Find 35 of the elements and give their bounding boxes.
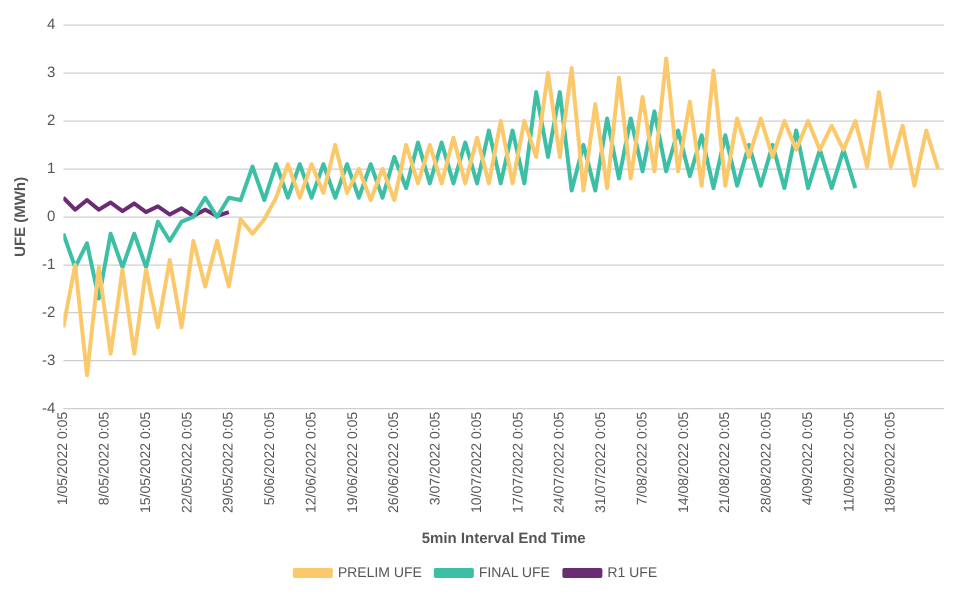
y-tick-label: 0 <box>46 208 56 226</box>
x-tick-label: 21/08/2022 0:05 <box>716 412 732 514</box>
x-tick-label: 26/06/2022 0:05 <box>385 412 402 514</box>
x-tick-label: 4/09/2022 0:05 <box>798 412 815 506</box>
y-axis-title: UFE (MWh) <box>12 176 30 257</box>
x-tick-label: 24/07/2022 0:05 <box>550 412 567 514</box>
x-tick-label: 3/07/2022 0:05 <box>426 412 443 506</box>
y-tick-label: -1 <box>42 256 56 274</box>
x-tick-label: 12/06/2022 0:05 <box>302 412 318 514</box>
x-tick-label: 18/09/2022 0:05 <box>882 412 898 514</box>
y-tick-label: 2 <box>46 112 56 130</box>
x-tick-label: 5/06/2022 0:05 <box>261 412 278 506</box>
x-tick-label: 10/07/2022 0:05 <box>468 412 484 514</box>
x-tick-label: 19/06/2022 0:05 <box>344 412 360 514</box>
y-tick-label: -3 <box>42 352 56 369</box>
y-tick-label: 4 <box>46 16 56 34</box>
legend-label: R1 UFE <box>607 564 658 580</box>
x-axis-title: 5min Interval End Time <box>422 530 586 548</box>
legend-label: PRELIM UFE <box>338 564 422 580</box>
x-tick-label: 15/05/2022 0:05 <box>136 412 153 514</box>
x-tick-label: 7/08/2022 0:05 <box>633 412 650 506</box>
legend-label: FINAL UFE <box>478 564 550 580</box>
x-tick-label: 8/05/2022 0:05 <box>96 412 112 506</box>
x-tick-label: 14/08/2022 0:05 <box>674 412 691 514</box>
x-tick-label: 28/08/2022 0:05 <box>758 412 774 514</box>
y-tick-label: 1 <box>46 160 56 178</box>
x-tick-label: 1/05/2022 0:05 <box>54 412 70 506</box>
y-tick-label: 3 <box>46 64 56 82</box>
x-tick-label: 17/07/2022 0:05 <box>509 412 526 514</box>
y-tick-label: -4 <box>42 400 56 417</box>
x-tick-label: 11/09/2022 0:05 <box>840 412 856 512</box>
x-tick-label: 31/07/2022 0:05 <box>592 412 608 514</box>
y-tick-label: -2 <box>42 304 56 321</box>
x-tick-label: 29/05/2022 0:05 <box>220 412 236 514</box>
x-tick-label: 22/05/2022 0:05 <box>178 412 194 514</box>
